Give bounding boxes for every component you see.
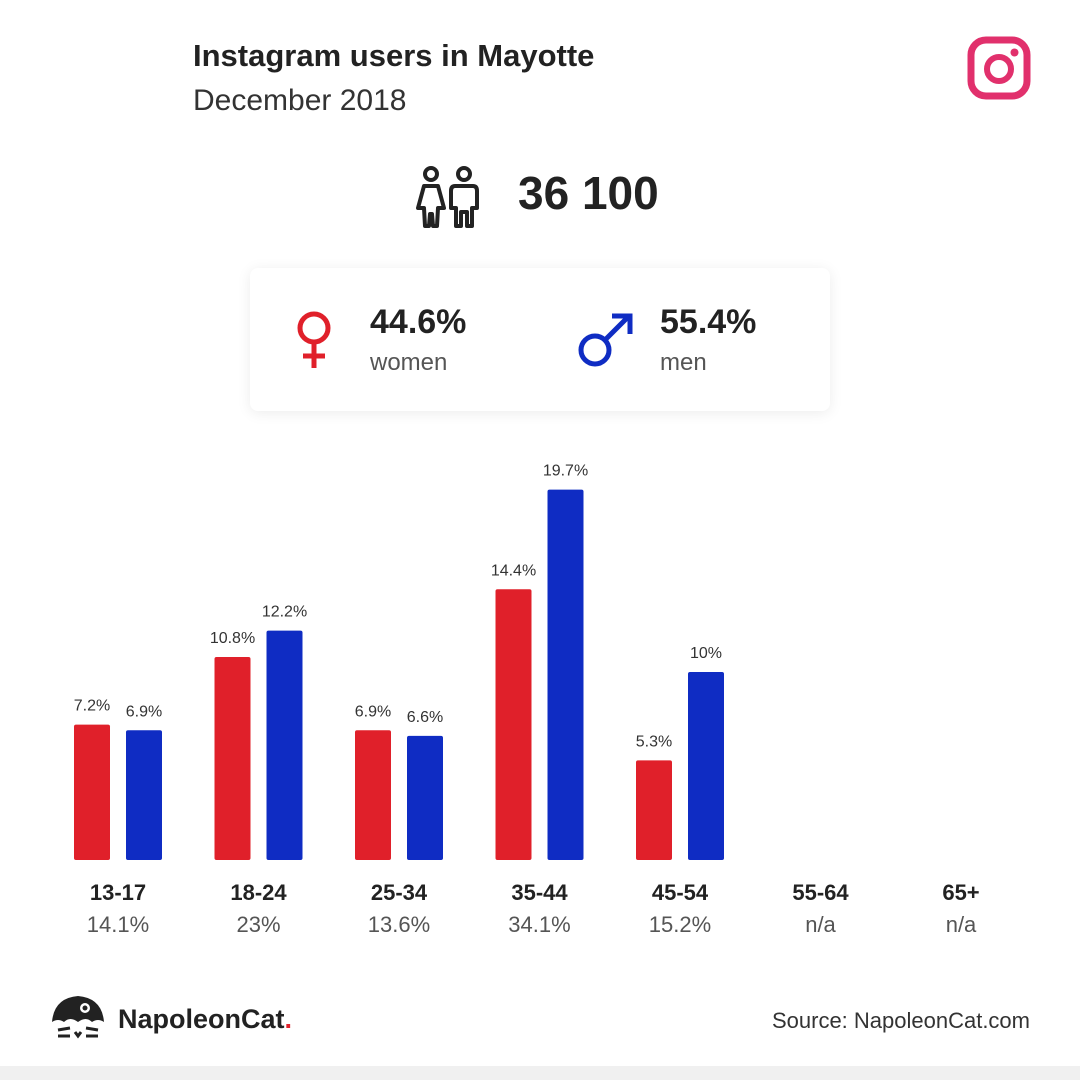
age-gender-bar-chart: 7.2% 6.9% 13-17 14.1% 10.8% 12.2% 18-24 23% 6.9%… (74, 463, 980, 937)
category-label-45-54: 45-54 (652, 880, 709, 905)
female-symbol-icon (297, 311, 331, 368)
category-total-65+: n/a (946, 912, 977, 937)
brand-dot: . (284, 1004, 293, 1034)
data-label-women-35-44: 14.4% (491, 562, 536, 579)
bar-men-13-17 (126, 730, 162, 860)
flag-red-stripe (128, 40, 168, 120)
category-label-13-17: 13-17 (90, 880, 146, 905)
people-icon (416, 166, 479, 228)
instagram-icon (967, 36, 1031, 100)
men-percent: 55.4% (660, 303, 757, 341)
category-label-25-34: 25-34 (371, 880, 428, 905)
women-percent: 44.6% (370, 303, 467, 341)
flag-blue-stripe (48, 40, 88, 120)
data-label-women-45-54: 5.3% (636, 733, 672, 750)
data-label-men-35-44: 19.7% (543, 463, 588, 480)
bar-women-13-17 (74, 724, 110, 860)
bar-men-18-24 (266, 630, 303, 860)
gender-card: 44.6% women 55.4% men (250, 268, 830, 411)
category-total-13-17: 14.1% (87, 912, 149, 937)
women-label: women (370, 349, 448, 376)
data-label-women-18-24: 10.8% (210, 630, 255, 647)
category-total-35-44: 34.1% (508, 912, 570, 937)
data-label-women-25-34: 6.9% (355, 703, 391, 720)
france-flag-icon (48, 40, 168, 120)
napoleoncat-logo-icon (52, 996, 104, 1039)
category-total-18-24: 23% (236, 912, 280, 937)
bottom-strip (0, 1066, 1080, 1080)
men-label: men (660, 349, 707, 376)
bar-men-35-44 (547, 489, 584, 860)
data-label-men-13-17: 6.9% (126, 703, 162, 720)
male-symbol-icon (578, 313, 633, 367)
bar-women-45-54 (636, 760, 672, 860)
category-label-65+: 65+ (942, 880, 979, 905)
category-label-55-64: 55-64 (792, 880, 849, 905)
brand-text: NapoleonCat (118, 1004, 285, 1034)
category-label-18-24: 18-24 (230, 880, 287, 905)
bar-women-18-24 (214, 656, 251, 860)
bar-men-25-34 (407, 735, 443, 860)
data-label-men-18-24: 12.2% (262, 604, 307, 621)
page-title: Instagram users in Mayotte (193, 38, 595, 73)
data-label-men-25-34: 6.6% (407, 709, 443, 726)
data-label-women-13-17: 7.2% (74, 698, 110, 715)
source-text: Source: NapoleonCat.com (771, 1008, 1030, 1033)
bar-men-45-54 (688, 672, 724, 860)
bar-women-35-44 (495, 589, 532, 860)
category-label-35-44: 35-44 (511, 880, 568, 905)
category-total-55-64: n/a (805, 912, 836, 937)
bar-women-25-34 (355, 730, 391, 860)
data-label-men-45-54: 10% (690, 645, 722, 662)
total-users: 36 100 (518, 167, 659, 219)
category-total-25-34: 13.6% (368, 912, 430, 937)
category-total-45-54: 15.2% (649, 912, 711, 937)
brand-name: NapoleonCat. (118, 1004, 292, 1035)
page-subtitle: December 2018 (193, 84, 407, 117)
